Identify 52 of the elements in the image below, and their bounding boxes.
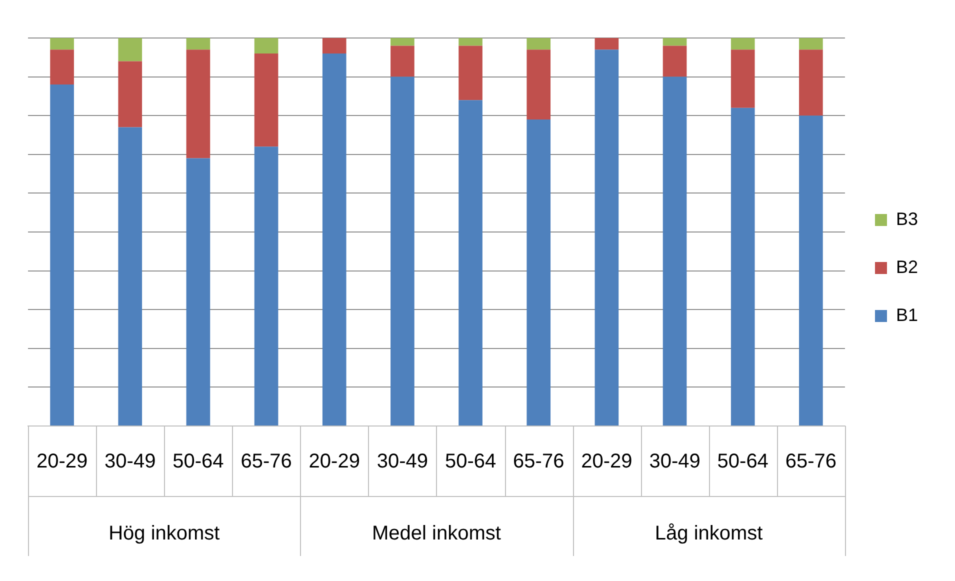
bar	[254, 38, 278, 54]
bar	[118, 38, 142, 62]
bar	[118, 127, 142, 426]
bar	[254, 146, 278, 426]
bar	[799, 50, 823, 116]
x-tick-label: 50-64	[444, 450, 496, 473]
bar	[50, 84, 74, 426]
bar	[594, 38, 619, 50]
bar	[594, 50, 619, 426]
legend-label: B3	[896, 208, 918, 229]
bar	[50, 50, 74, 85]
bar	[799, 38, 823, 50]
bar	[526, 50, 551, 120]
bar	[662, 46, 687, 77]
x-tick-label: 50-64	[717, 450, 768, 473]
x-tick-label: 30-49	[649, 450, 700, 473]
bar	[322, 54, 346, 426]
bar	[458, 100, 482, 426]
x-tick-label: 30-49	[376, 450, 428, 473]
x-tick-label: 65-76	[513, 450, 564, 473]
bar	[390, 38, 414, 46]
legend-label: B1	[896, 304, 918, 325]
x-tick-label: 50-64	[172, 450, 224, 473]
text: Hög inkomst	[108, 522, 220, 545]
x-tick-label: 20-29	[581, 450, 632, 473]
bar	[186, 38, 210, 50]
legend-label: B2	[896, 256, 918, 277]
bar	[458, 46, 482, 100]
bar	[322, 38, 346, 54]
bar	[662, 38, 687, 46]
x-tick-label: 65-76	[240, 450, 292, 473]
x-tick-label: 30-49	[104, 450, 156, 473]
bar	[526, 119, 551, 426]
bar	[730, 38, 755, 50]
bar	[390, 46, 414, 77]
bar	[458, 38, 482, 46]
bar	[186, 158, 210, 426]
bar	[118, 61, 142, 128]
bar	[730, 108, 755, 426]
text: Medel inkomst	[372, 522, 502, 545]
bar	[186, 50, 210, 158]
bar	[50, 38, 74, 50]
bar	[254, 54, 278, 147]
bar	[730, 50, 755, 108]
text: Låg inkomst	[654, 522, 764, 545]
x-tick-label: 65-76	[785, 450, 837, 473]
x-tick-label: 20-29	[308, 450, 360, 473]
bar	[799, 116, 823, 426]
bar	[662, 76, 687, 426]
x-tick-label: 20-29	[36, 450, 88, 473]
bar	[390, 76, 414, 426]
bar	[526, 38, 551, 50]
